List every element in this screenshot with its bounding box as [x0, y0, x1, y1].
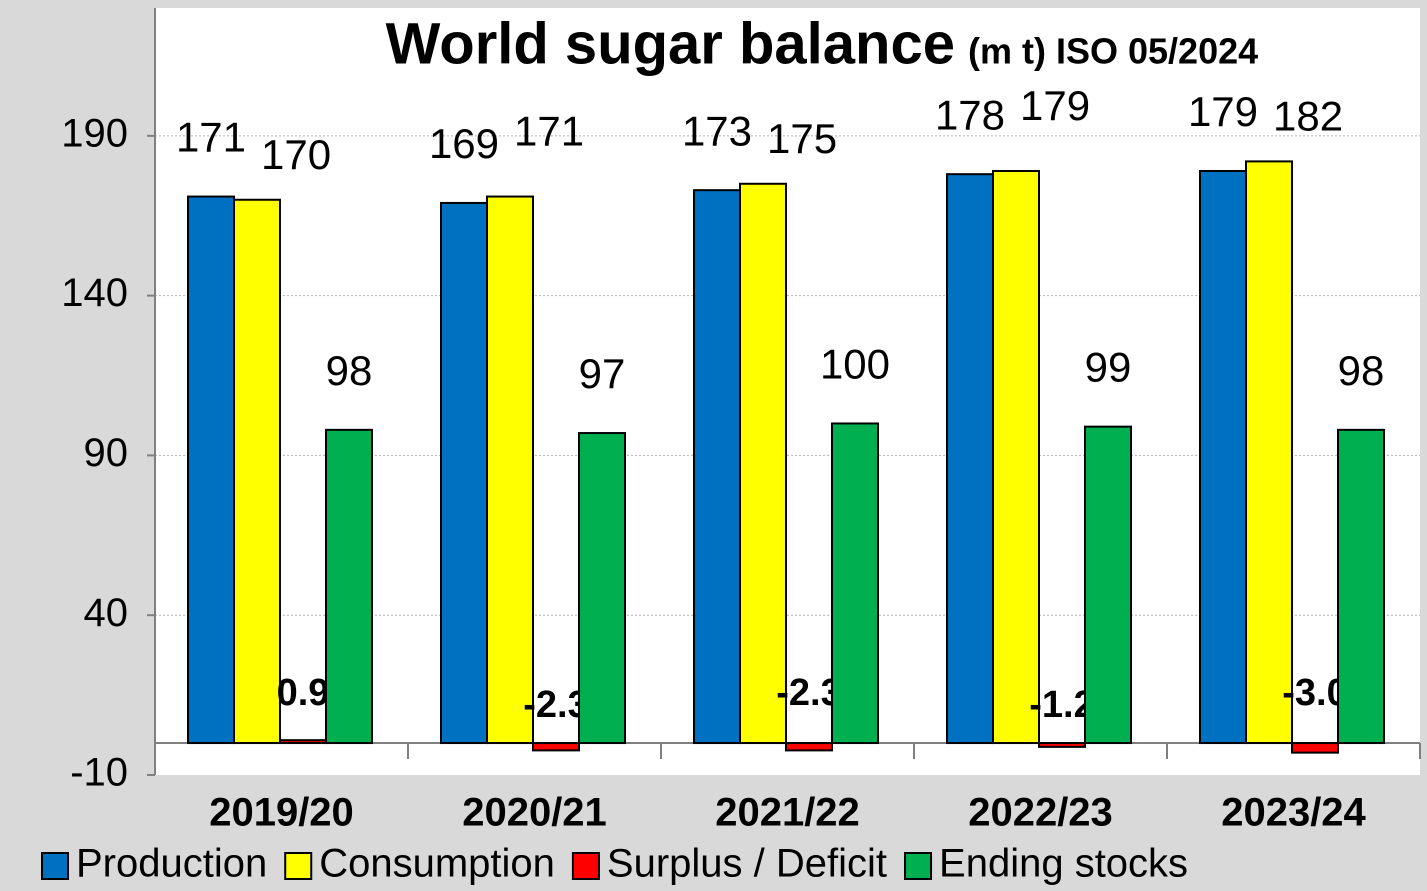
value-label: 178: [935, 91, 1005, 138]
x-tick-label: 2023/24: [1221, 791, 1366, 835]
value-label: 99: [1085, 344, 1132, 391]
value-label: 0.9: [277, 672, 330, 714]
bar: [992, 169, 1040, 745]
bar: [831, 422, 879, 745]
y-tick-label: -10: [70, 751, 128, 795]
y-tick-label: 40: [84, 591, 129, 635]
legend-label: Surplus / Deficit: [607, 842, 887, 886]
bar: [1337, 428, 1385, 745]
x-tick-label: 2022/23: [968, 791, 1113, 835]
value-label: 171: [176, 114, 246, 161]
legend-swatch: [904, 852, 933, 880]
bar: [578, 432, 626, 745]
bar: [1291, 742, 1339, 754]
value-label: 171: [514, 108, 584, 155]
y-tick-label: 190: [61, 111, 128, 155]
bar: [440, 201, 488, 745]
bar: [486, 195, 534, 745]
y-tick-label: 90: [84, 431, 129, 475]
bar: [946, 173, 994, 745]
value-label: 98: [1338, 347, 1385, 394]
chart-subtitle: (m t) ISO 05/2024: [968, 31, 1258, 72]
bar: [325, 428, 373, 745]
value-label: -2.3: [523, 684, 588, 726]
legend-swatch: [571, 852, 600, 880]
legend-label: Production: [76, 842, 267, 886]
bar: [532, 742, 580, 752]
value-label: 182: [1273, 92, 1343, 139]
bar: [187, 195, 235, 745]
value-label: 100: [820, 341, 890, 388]
bar: [233, 198, 281, 745]
legend-swatch: [41, 852, 69, 880]
value-label: 169: [429, 120, 499, 167]
x-tick-label: 2020/21: [462, 791, 607, 835]
value-label: 170: [261, 131, 331, 178]
value-label: 179: [1188, 88, 1258, 135]
legend-label: Consumption: [319, 842, 555, 886]
y-tick-label: 140: [61, 271, 128, 315]
value-label: 98: [326, 347, 373, 394]
bar: [1199, 169, 1247, 745]
chart-title: World sugar balance: [386, 11, 955, 76]
bar: [1038, 742, 1086, 748]
bar: [279, 739, 327, 745]
bar: [693, 189, 741, 745]
value-label: -3.0: [1282, 672, 1347, 714]
legend-swatch: [284, 852, 313, 880]
value-label: -1.2: [1029, 684, 1094, 726]
value-label: 97: [579, 350, 626, 397]
legend-label: Ending stocks: [939, 842, 1188, 886]
value-label: 173: [682, 107, 752, 154]
value-label: -2.3: [776, 672, 841, 714]
bar: [1084, 425, 1132, 745]
x-tick-label: 2019/20: [209, 791, 354, 835]
value-label: 179: [1020, 82, 1090, 129]
x-tick-label: 2021/22: [715, 791, 860, 835]
bar: [1245, 160, 1293, 745]
bar: [785, 742, 833, 752]
value-label: 175: [767, 115, 837, 162]
bar: [739, 182, 787, 745]
